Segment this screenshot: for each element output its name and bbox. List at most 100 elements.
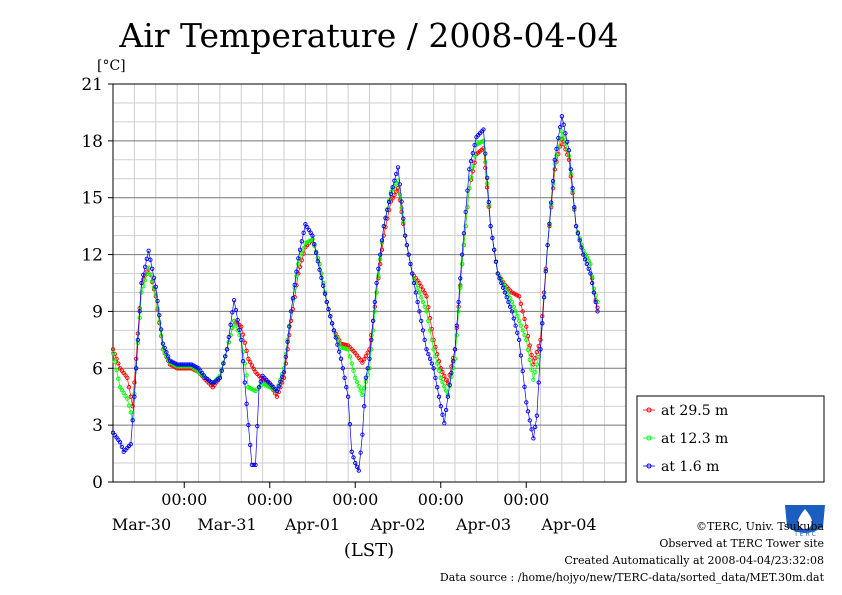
x-tick-label: 00:00: [247, 490, 293, 509]
data-point: [590, 280, 595, 286]
data-point: [591, 290, 597, 295]
data-point: [533, 424, 538, 430]
data-point: [112, 359, 117, 364]
data-point: [559, 129, 565, 134]
data-point: [137, 309, 142, 314]
data-point: [281, 369, 287, 375]
data-point: [160, 341, 166, 346]
data-point: [570, 186, 575, 191]
data-point: [443, 388, 449, 393]
data-point: [561, 122, 566, 127]
data-point: [509, 309, 515, 314]
data-point: [447, 382, 452, 388]
day-label: Mar-30: [112, 515, 171, 534]
data-point: [237, 332, 242, 338]
data-point: [406, 252, 411, 257]
series-line: [112, 116, 598, 472]
series-2: [110, 114, 600, 473]
data-point: [540, 321, 545, 326]
data-point: [283, 354, 288, 360]
data-point: [481, 138, 486, 144]
y-tick-label: 3: [92, 416, 103, 436]
data-point: [248, 442, 253, 448]
data-point: [344, 385, 349, 390]
y-tick-label: 21: [81, 75, 103, 95]
data-point: [135, 337, 141, 343]
data-point: [365, 372, 370, 378]
data-point: [459, 261, 465, 267]
data-point: [531, 377, 536, 382]
data-point: [577, 238, 582, 243]
data-point: [151, 275, 157, 280]
data-point: [370, 328, 376, 333]
data-point: [376, 266, 381, 271]
x-axis-ticks: 00:00 00:00 00:00 00:00 00:00 Mar-30 Mar-31 Apr…: [112, 482, 597, 534]
data-point: [128, 441, 133, 447]
data-point: [337, 349, 342, 354]
data-point: [468, 159, 474, 164]
data-point: [438, 404, 443, 409]
data-point: [369, 337, 374, 343]
plot-frame: [112, 83, 627, 483]
data-point: [139, 290, 144, 295]
data-point: [249, 363, 255, 368]
data-point: [522, 316, 527, 322]
data-point: [492, 247, 497, 252]
data-point: [499, 280, 504, 286]
data-point: [158, 327, 164, 332]
data-point: [442, 384, 447, 389]
data-point: [472, 160, 477, 165]
data-point: [435, 385, 440, 390]
data-point: [543, 269, 548, 274]
data-point: [422, 290, 427, 296]
data-point: [328, 314, 333, 319]
y-tick-label: 6: [92, 359, 103, 379]
data-point: [436, 394, 442, 399]
data-point: [420, 287, 426, 292]
data-point: [590, 274, 595, 279]
y-axis-label: [°C]: [97, 58, 126, 74]
data-point: [595, 309, 600, 314]
data-point: [349, 361, 354, 366]
y-tick-label: 9: [92, 302, 103, 322]
data-point: [588, 271, 593, 276]
data-point: [244, 373, 249, 378]
data-point: [593, 299, 598, 305]
data-point: [360, 432, 365, 437]
data-point: [426, 351, 431, 357]
legend-swatch-marker: [646, 435, 652, 441]
data-point: [363, 353, 369, 359]
data-point: [283, 361, 288, 366]
data-point: [349, 449, 354, 454]
data-point: [363, 375, 369, 380]
data-point: [559, 114, 565, 119]
data-point: [549, 200, 554, 205]
y-axis-ticks: 0 3 6 9 12 15 18 21: [81, 75, 113, 493]
data-point: [246, 422, 251, 428]
legend-swatch-marker: [646, 463, 652, 469]
series-1: [110, 129, 600, 422]
data-point: [516, 318, 522, 324]
data-point: [500, 285, 506, 290]
data-point: [481, 127, 486, 132]
data-point: [365, 350, 370, 355]
data-point: [240, 349, 246, 354]
data-point: [370, 318, 376, 324]
data-point: [317, 267, 322, 272]
data-point: [153, 284, 158, 289]
data-point: [239, 324, 244, 329]
data-point: [125, 396, 130, 401]
data-point: [534, 362, 540, 367]
data-point: [527, 357, 532, 362]
data-point: [422, 337, 427, 343]
data-point: [540, 314, 545, 319]
data-point: [458, 285, 463, 290]
data-point: [508, 304, 513, 309]
data-point: [383, 215, 388, 221]
data-point: [427, 328, 433, 333]
data-point: [386, 199, 392, 205]
data-point: [392, 178, 397, 183]
data-point: [276, 384, 281, 389]
data-point: [520, 309, 525, 314]
day-label: Apr-02: [369, 515, 425, 534]
